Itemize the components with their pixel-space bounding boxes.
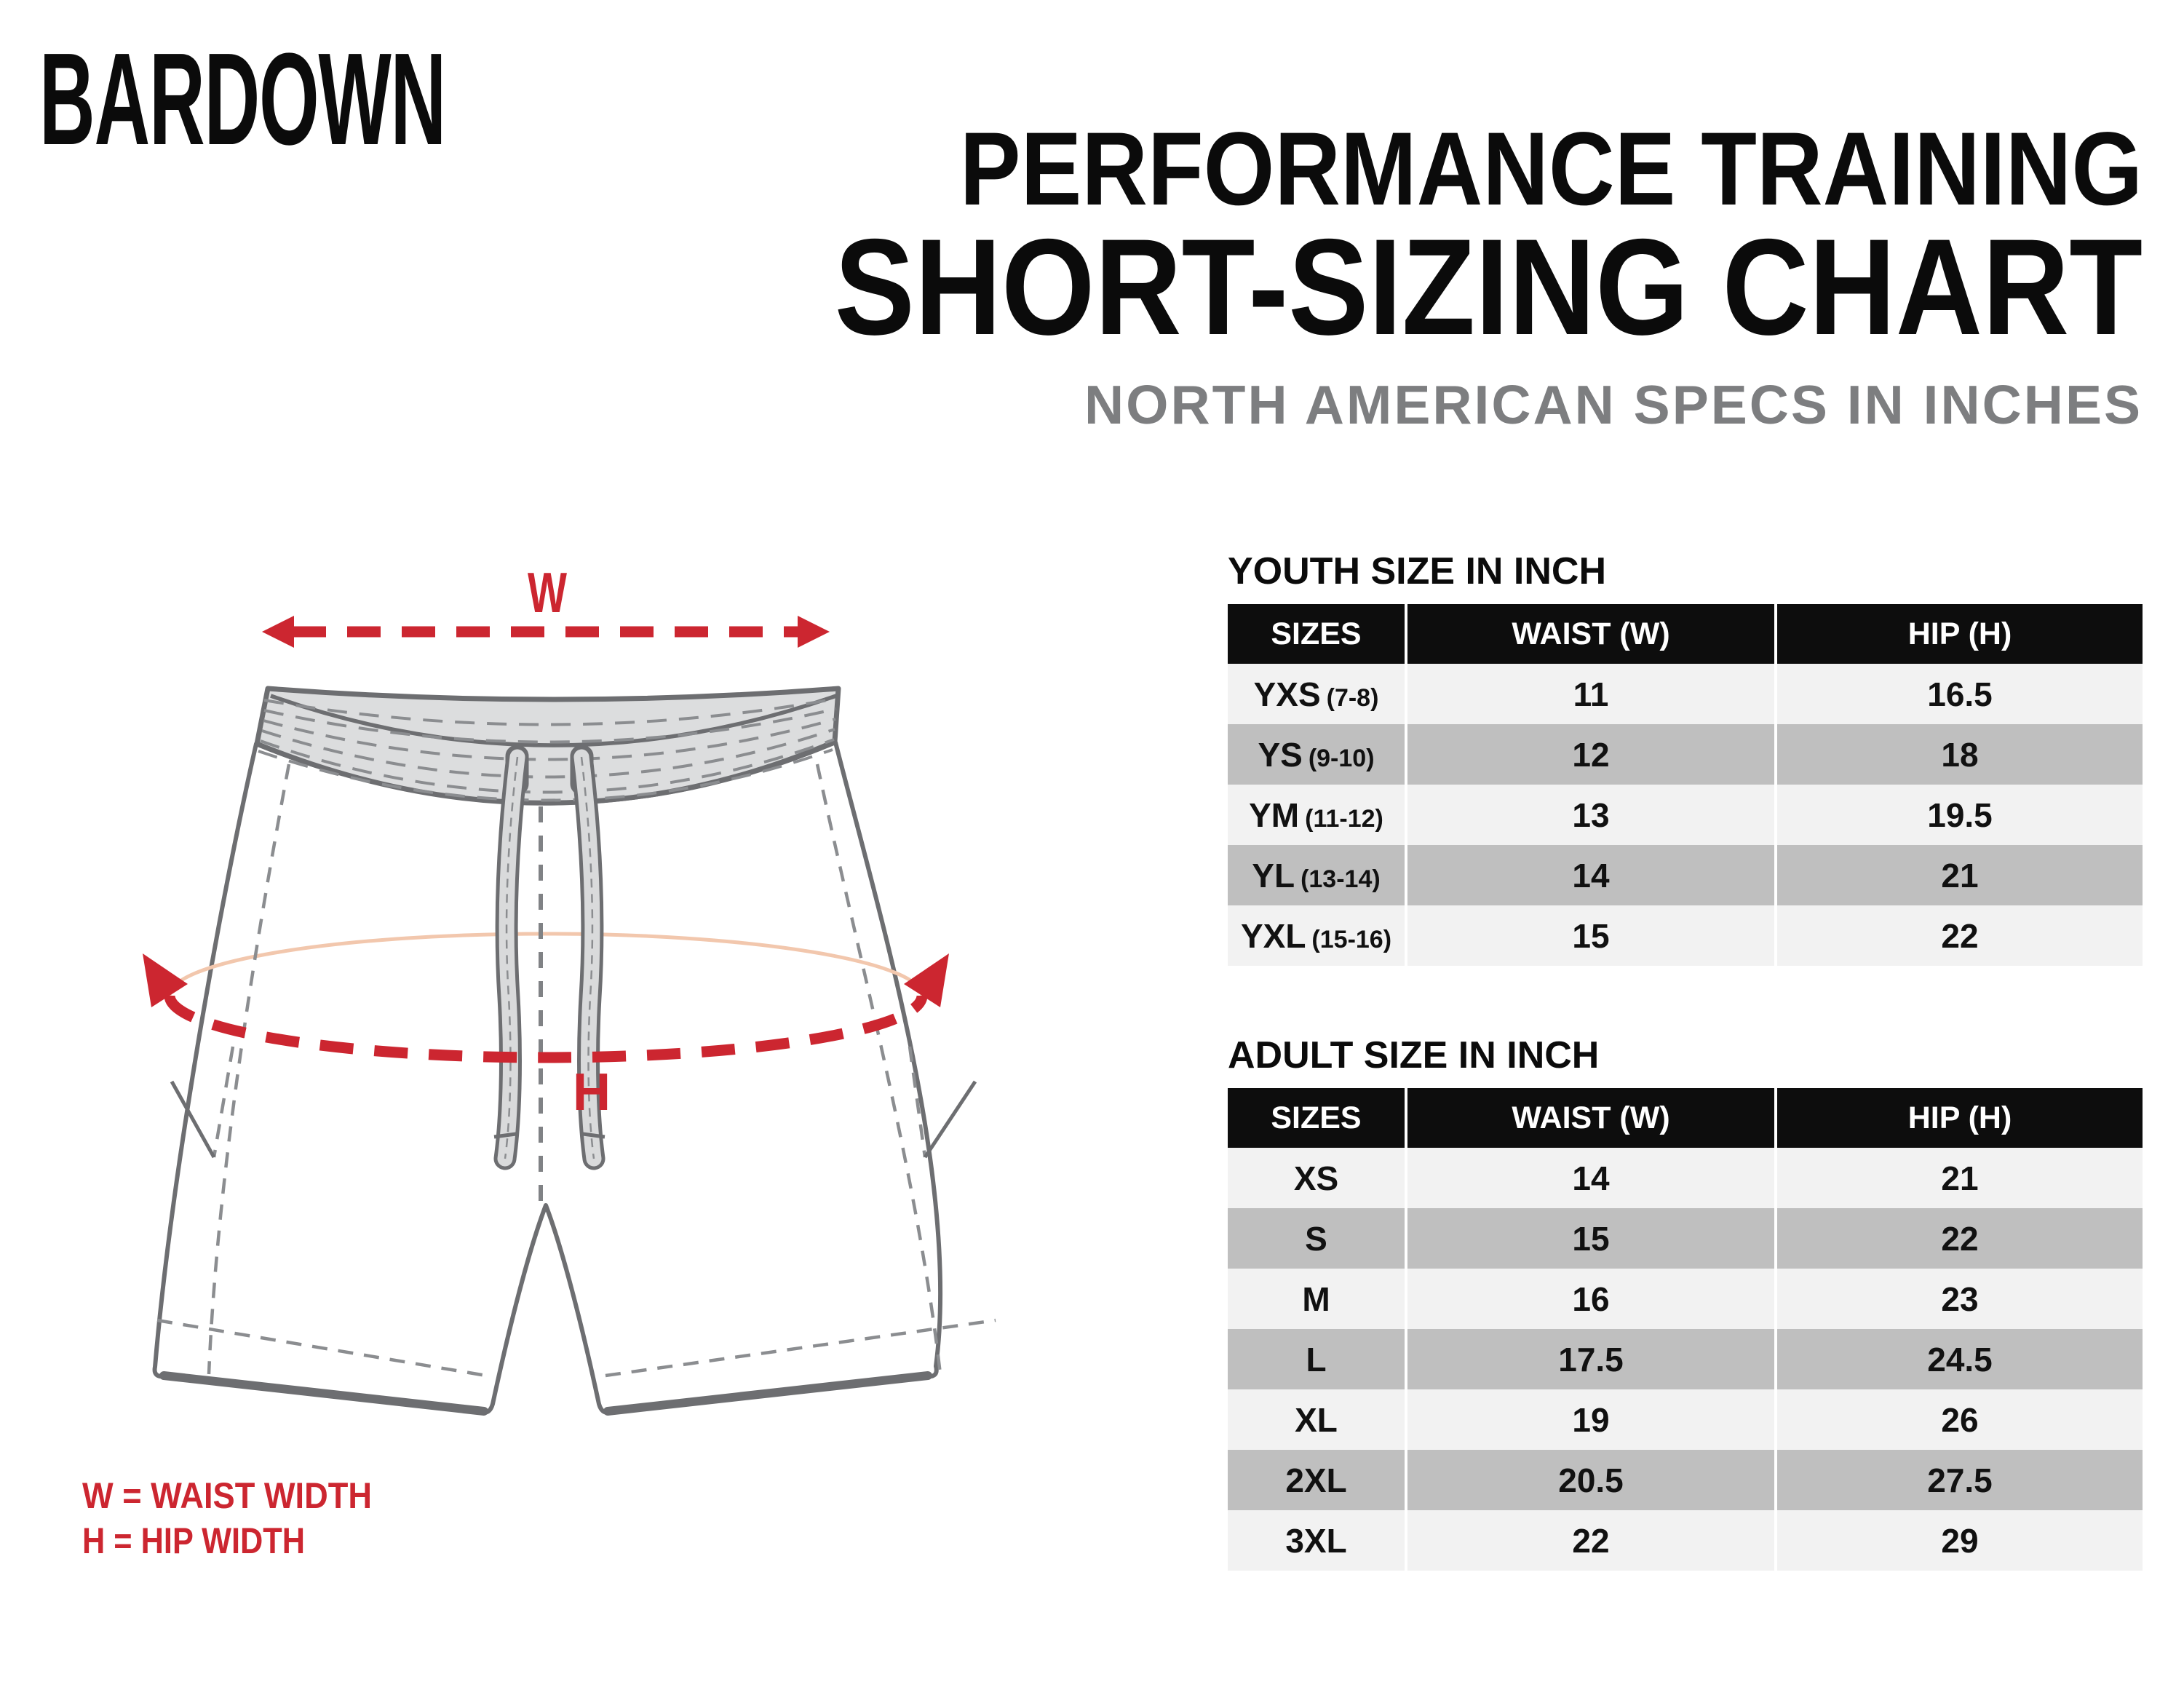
hip-cell: 16.5 <box>1776 664 2143 724</box>
adult-size-table: SIZES WAIST (W) HIP (H) XS 14 21 S 15 22… <box>1228 1088 2143 1571</box>
waist-cell: 15 <box>1406 1208 1777 1269</box>
table-row: 3XL 22 29 <box>1228 1510 2143 1571</box>
hip-ellipse-guide <box>167 932 924 996</box>
size-cell: XL <box>1228 1389 1407 1450</box>
size-cell: 2XL <box>1228 1450 1407 1510</box>
left-drawstring <box>493 745 529 1170</box>
waistband-fold-line <box>270 694 837 747</box>
size-cell: S <box>1228 1208 1407 1269</box>
table-row: YL (13-14) 14 21 <box>1228 845 2143 905</box>
waistband-stitching <box>258 697 837 802</box>
table-row: YXL (15-16) 15 22 <box>1228 905 2143 966</box>
brand-logo: BARDOWN <box>39 26 446 172</box>
size-cell: M <box>1228 1269 1407 1329</box>
hip-cell: 21 <box>1776 1148 2143 1208</box>
right-hem-stitch-dashed <box>605 1318 996 1378</box>
column-header-hip: HIP (H) <box>1776 1088 2143 1148</box>
hip-measure-arrow <box>143 953 949 1063</box>
page-title-line2: SHORT-SIZING CHART <box>834 210 2143 363</box>
table-row: XL 19 26 <box>1228 1389 2143 1450</box>
adult-table-heading: ADULT SIZE IN INCH <box>1228 1034 1600 1076</box>
size-cell: YM (11-12) <box>1228 785 1407 845</box>
youth-size-table: SIZES WAIST (W) HIP (H) YXS (7-8) 11 16.5… <box>1228 604 2143 966</box>
waist-arrowhead-right <box>798 616 830 648</box>
table-header-row: SIZES WAIST (W) HIP (H) <box>1228 604 2143 664</box>
waist-cell: 15 <box>1406 905 1777 966</box>
shorts-measurement-diagram: H W W = WAIST WIDTH H = HIP WIDTH <box>82 560 996 1561</box>
table-row: XS 14 21 <box>1228 1148 2143 1208</box>
size-cell: YS (9-10) <box>1228 724 1407 785</box>
hip-cell: 23 <box>1776 1269 2143 1329</box>
table-row: YM (11-12) 13 19.5 <box>1228 785 2143 845</box>
left-leg-hem <box>159 1371 488 1416</box>
hip-label: H <box>573 1063 611 1122</box>
left-pocket-dashed <box>212 1046 235 1158</box>
waist-cell: 20.5 <box>1406 1450 1777 1510</box>
size-cell: L <box>1228 1329 1407 1389</box>
hip-cell: 21 <box>1776 845 2143 905</box>
table-row: L 17.5 24.5 <box>1228 1329 2143 1389</box>
table-row: S 15 22 <box>1228 1208 2143 1269</box>
seam-stitch-lines <box>156 763 996 1378</box>
youth-table-heading: YOUTH SIZE IN INCH <box>1228 550 1607 592</box>
waist-label: W <box>528 560 567 624</box>
size-cell: 3XL <box>1228 1510 1407 1571</box>
waist-cell: 16 <box>1406 1269 1777 1329</box>
waist-cell: 22 <box>1406 1510 1777 1571</box>
hip-cell: 19.5 <box>1776 785 2143 845</box>
hip-cell: 22 <box>1776 1208 2143 1269</box>
hip-cell: 22 <box>1776 905 2143 966</box>
hip-cell: 26 <box>1776 1389 2143 1450</box>
waist-cell: 12 <box>1406 724 1777 785</box>
waist-cell: 17.5 <box>1406 1329 1777 1389</box>
hip-cell: 18 <box>1776 724 2143 785</box>
page-title-line1: PERFORMANCE TRAINING <box>959 111 2143 227</box>
waist-cell: 14 <box>1406 1148 1777 1208</box>
table-row: M 16 23 <box>1228 1269 2143 1329</box>
page-subtitle: NORTH AMERICAN SPECS IN INCHES <box>1084 374 2143 435</box>
right-pocket-opening <box>923 1080 977 1159</box>
right-side-seam-dashed <box>815 763 942 1375</box>
column-header-waist: WAIST (W) <box>1406 604 1777 664</box>
column-header-hip: HIP (H) <box>1776 604 2143 664</box>
right-leg-hem <box>603 1371 932 1416</box>
waist-measure-arrow <box>262 616 830 648</box>
waist-cell: 13 <box>1406 785 1777 845</box>
column-header-sizes: SIZES <box>1228 604 1407 664</box>
waist-arrowhead-left <box>262 616 294 648</box>
hip-arrowhead-left <box>143 953 188 1007</box>
left-pocket-opening <box>170 1080 216 1159</box>
column-header-sizes: SIZES <box>1228 1088 1407 1148</box>
hip-arrowhead-right <box>904 953 949 1007</box>
legend-hip: H = HIP WIDTH <box>82 1520 305 1561</box>
right-pocket-dashed <box>908 1046 927 1158</box>
table-header-row: SIZES WAIST (W) HIP (H) <box>1228 1088 2143 1148</box>
right-drawstring <box>570 745 605 1170</box>
left-side-seam-dashed <box>207 763 291 1375</box>
table-row: 2XL 20.5 27.5 <box>1228 1450 2143 1510</box>
waist-cell: 11 <box>1406 664 1777 724</box>
table-row: YXS (7-8) 11 16.5 <box>1228 664 2143 724</box>
size-cell: YL (13-14) <box>1228 845 1407 905</box>
size-cell: YXL (15-16) <box>1228 905 1407 966</box>
size-cell: XS <box>1228 1148 1407 1208</box>
left-hem-stitch-dashed <box>156 1318 487 1378</box>
hip-cell: 29 <box>1776 1510 2143 1571</box>
hip-cell: 24.5 <box>1776 1329 2143 1389</box>
shorts-body-outline <box>152 740 943 1415</box>
column-header-waist: WAIST (W) <box>1406 1088 1777 1148</box>
hip-cell: 27.5 <box>1776 1450 2143 1510</box>
table-row: YS (9-10) 12 18 <box>1228 724 2143 785</box>
waist-cell: 19 <box>1406 1389 1777 1450</box>
size-cell: YXS (7-8) <box>1228 664 1407 724</box>
waist-cell: 14 <box>1406 845 1777 905</box>
legend-waist: W = WAIST WIDTH <box>82 1475 372 1516</box>
